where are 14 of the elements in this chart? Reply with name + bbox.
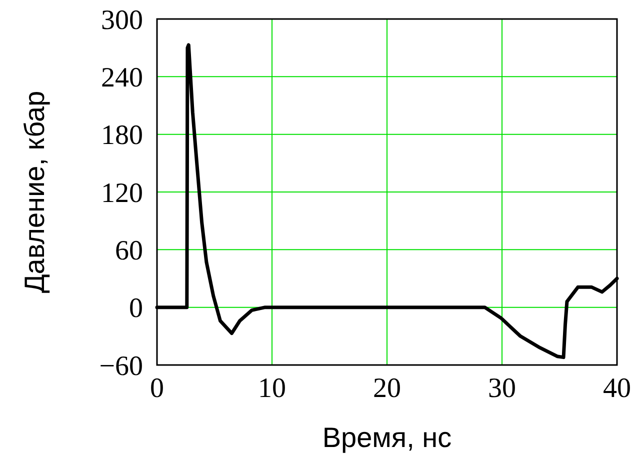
y-tick-label: 180 <box>101 120 143 152</box>
y-tick-label: 0 <box>129 293 143 324</box>
y-tick-label: 120 <box>101 178 143 209</box>
y-tick-label: 240 <box>101 62 143 94</box>
x-tick-label: 10 <box>258 373 286 404</box>
y-axis-title: Давление, кбар <box>19 90 50 294</box>
x-tick-label: 40 <box>603 373 631 404</box>
x-tick-label: 20 <box>373 373 401 404</box>
y-tick-label: 300 <box>101 4 143 36</box>
y-tick-label: −60 <box>99 350 143 382</box>
y-tick-label: 60 <box>115 235 143 266</box>
x-tick-label: 0 <box>150 373 164 404</box>
x-tick-label: 30 <box>488 373 516 404</box>
x-axis-title: Время, нс <box>322 422 452 453</box>
